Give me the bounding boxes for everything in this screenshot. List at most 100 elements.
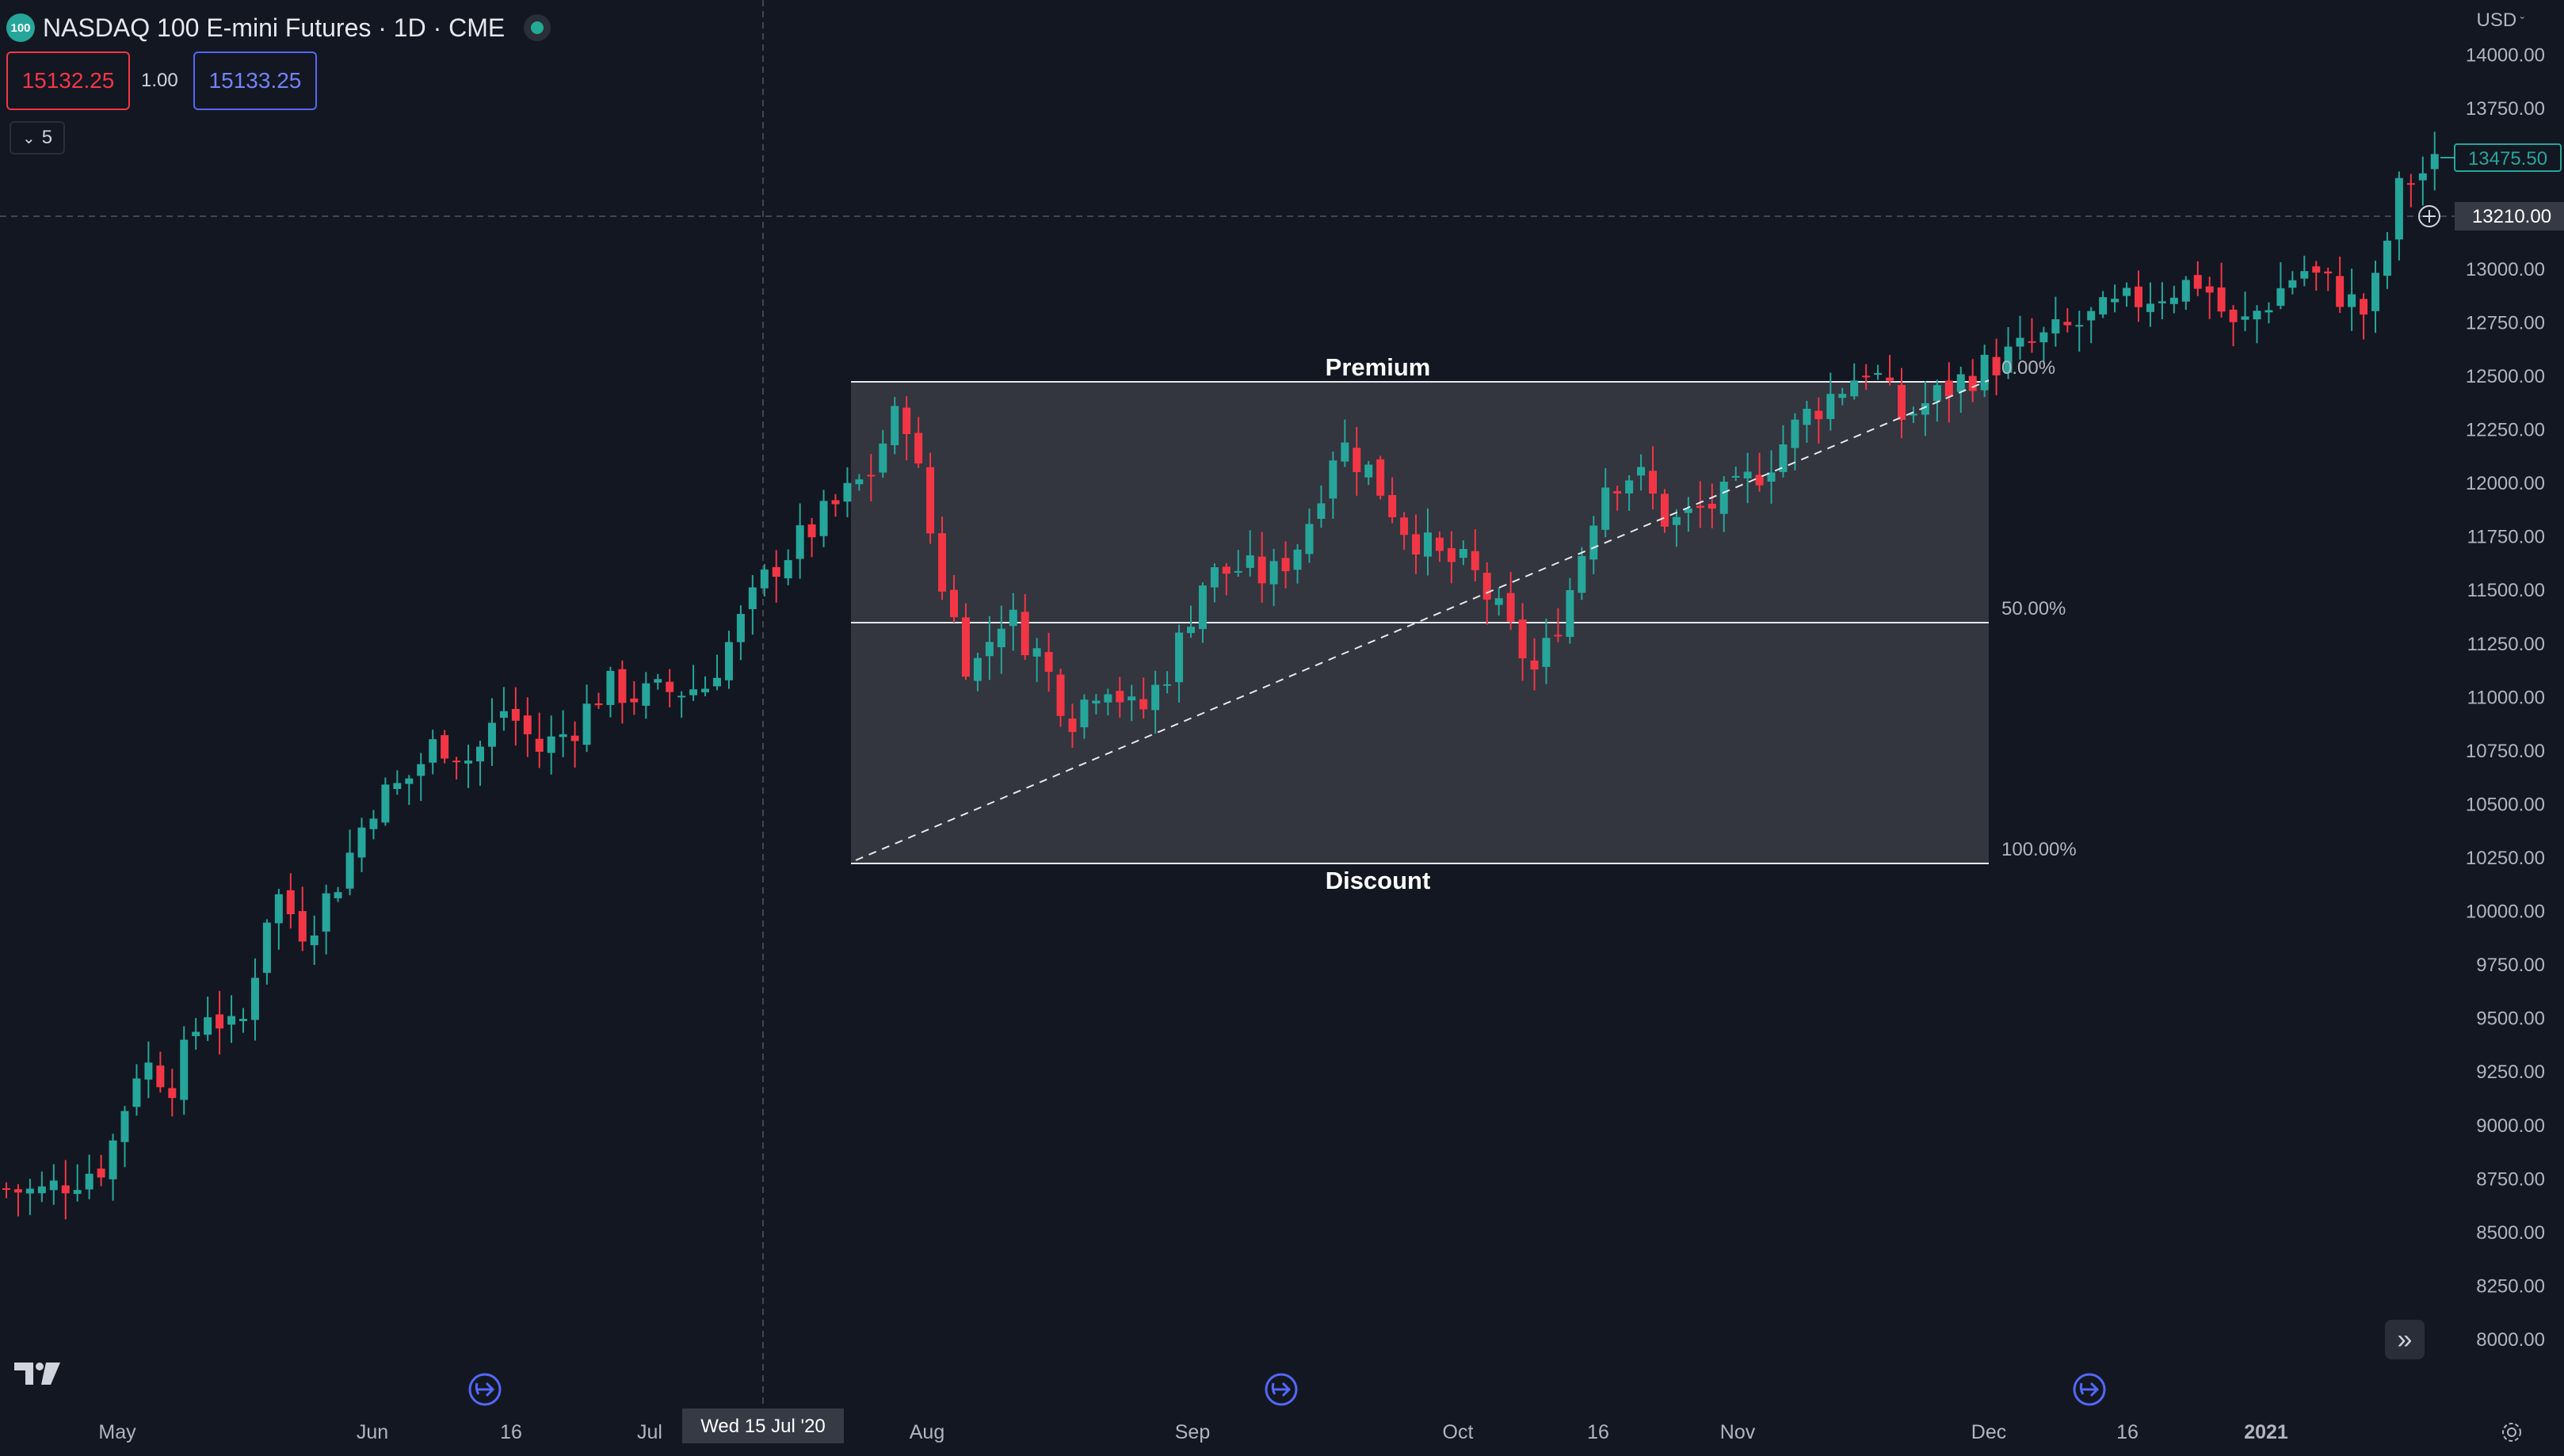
candle-body [1424, 532, 1432, 557]
symbol-title[interactable]: NASDAQ 100 E-mini Futures · 1D · CME [43, 13, 506, 42]
candle-body [250, 978, 259, 1020]
candle-body [168, 1088, 177, 1099]
candle-body [429, 739, 437, 763]
time-axis-tick-label: 16 [2116, 1421, 2139, 1443]
candle-body [1684, 508, 1692, 513]
time-axis-tick-label: Aug [910, 1421, 944, 1443]
candle-body [2099, 297, 2108, 314]
candle-body [1850, 380, 1859, 397]
axis-settings-button[interactable] [2496, 1416, 2528, 1448]
time-axis-tick-label: 16 [1587, 1421, 1609, 1443]
candle-body [1637, 467, 1646, 476]
scroll-to-realtime-button[interactable]: » [2385, 1320, 2425, 1359]
candle-body [1791, 419, 1799, 448]
price-axis-tick-label: 8500.00 [2476, 1222, 2545, 1244]
market-status-icon[interactable] [524, 14, 551, 41]
price-axis-tick-label: 12250.00 [2466, 420, 2545, 441]
last-price-value: 13475.50 [2468, 148, 2547, 170]
candle-body [262, 922, 271, 974]
candle-body [772, 566, 780, 577]
candle-body [630, 698, 639, 703]
candle-body [1175, 632, 1184, 683]
candle-body [2324, 271, 2333, 274]
time-axis-tick-label: 2021 [2244, 1421, 2288, 1443]
candle-body [784, 560, 792, 579]
candle-body [2016, 337, 2024, 347]
candle-body [511, 708, 520, 721]
trend-diagonal-line[interactable] [855, 379, 1990, 861]
price-axis-tick-label: 14000.00 [2466, 45, 2545, 67]
candle-body [1672, 516, 1681, 525]
candle-body [180, 1039, 189, 1100]
candle-body [1198, 585, 1207, 630]
candle-body [1305, 524, 1314, 555]
candle-body [689, 689, 698, 696]
candle-body [606, 670, 615, 705]
candle-body [2288, 280, 2297, 288]
currency-selector[interactable]: USD ˇ [2477, 10, 2524, 32]
candle-body [1032, 648, 1041, 657]
candle-body [1696, 505, 1704, 509]
candle-body [819, 501, 828, 536]
candle-body [156, 1065, 165, 1088]
candle-body [499, 711, 508, 718]
event-marker-icon[interactable] [468, 1373, 502, 1406]
candle-body [2229, 309, 2238, 322]
candle-body [405, 778, 414, 784]
candle-body [736, 614, 745, 642]
indicators-count: 5 [41, 127, 53, 148]
candle-body [1767, 472, 1776, 482]
price-axis-tick-label: 9500.00 [2476, 1008, 2545, 1030]
candle-body [1530, 660, 1539, 670]
symbol-badge[interactable]: 100 [6, 13, 35, 42]
candle-body [2300, 271, 2309, 279]
price-axis-tick-label: 8250.00 [2476, 1275, 2545, 1297]
event-marker-icon[interactable] [1265, 1373, 1298, 1406]
time-axis-tick-label: 16 [500, 1421, 522, 1443]
price-axis-tick-label: 13750.00 [2466, 98, 2545, 120]
time-axis-tick-label: Nov [1720, 1421, 1756, 1443]
candle-body [345, 852, 354, 889]
add-alert-icon[interactable] [2418, 205, 2440, 227]
candle-body [1944, 380, 1953, 397]
candle-body [1956, 374, 1965, 392]
candle-body [2371, 273, 2379, 311]
price-axis-tick-label: 9000.00 [2476, 1115, 2545, 1137]
candle-body [1400, 517, 1409, 536]
candle-body [1542, 638, 1551, 667]
candle-body [1471, 551, 1479, 570]
buy-button[interactable]: 15133.25 [193, 51, 317, 110]
candle-body [227, 1016, 236, 1025]
candle-body [1731, 475, 1740, 478]
level-0-label: 0.00% [2001, 357, 2055, 379]
candle-body [298, 911, 307, 942]
candle-body [594, 703, 603, 706]
candle-body [2051, 319, 2060, 334]
candle-body [1104, 694, 1112, 703]
candle-body [535, 738, 544, 752]
candle-body [654, 679, 662, 683]
candle-body [1613, 491, 1622, 494]
candle-body [452, 760, 461, 763]
candle-body [2430, 154, 2439, 170]
candle-body [1317, 503, 1326, 519]
crosshair-price-value: 13210.00 [2472, 206, 2551, 227]
price-axis[interactable]: 14000.0013750.0013500.0013250.0013000.00… [2466, 45, 2545, 1351]
indicators-toggle-button[interactable]: ⌄ 5 [10, 121, 65, 154]
candle-body [701, 688, 710, 692]
candle-body [1482, 573, 1491, 600]
time-axis[interactable]: May Jun 16 Jul Aug Sep Oct 16 Nov Dec 16 2021 [98, 1421, 2288, 1443]
time-axis-tick-label: Oct [1443, 1421, 1474, 1443]
event-marker-icon[interactable] [2073, 1373, 2106, 1406]
candle-body [997, 628, 1005, 648]
candle-body [393, 783, 402, 790]
candle-body [1838, 394, 1847, 398]
candle-body [1080, 699, 1089, 728]
candle-body [938, 533, 947, 592]
candle-body [417, 764, 425, 776]
sell-button[interactable]: 15132.25 [6, 51, 130, 110]
price-axis-tick-label: 12000.00 [2466, 473, 2545, 494]
tradingview-logo-icon[interactable] [13, 1359, 63, 1392]
candle-body [2181, 280, 2190, 302]
